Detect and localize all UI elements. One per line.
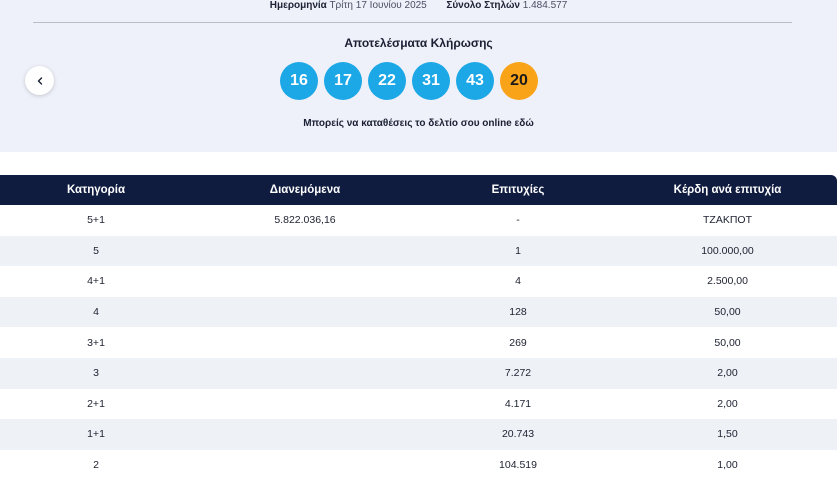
cell-category: 3+1 [87, 336, 105, 349]
cell-prize: 1,50 [717, 428, 738, 441]
table-row: 2 104.519 1,00 [0, 449, 837, 480]
columns-value: 1.484.577 [522, 0, 568, 11]
cell-winners: 1 [515, 244, 521, 257]
cell-prize: 50,00 [714, 306, 741, 319]
table-row: 4 128 50,00 [0, 296, 837, 328]
winning-numbers: 16 17 22 31 43 20 [280, 62, 538, 100]
online-ticket-link[interactable]: Μπορείς να καταθέσεις το δελτίο σου onli… [303, 118, 534, 129]
cell-prize: 100.000,00 [701, 244, 754, 257]
cell-category: 5 [93, 244, 99, 257]
header-distributed: Διανεμόμενα [269, 184, 341, 196]
draw-meta: Ημερομηνία Τρίτη 17 Ιουνίου 2025 Σύνολο … [0, 0, 837, 12]
cell-winners: 4.171 [504, 397, 532, 410]
header-category: Κατηγορία [66, 184, 126, 196]
columns-label: Σύνολο Στηλών [446, 0, 520, 11]
table-row: 3+1 269 50,00 [0, 327, 837, 358]
number-ball: 16 [280, 62, 318, 100]
cell-winners: 20.743 [501, 428, 535, 441]
bonus-ball: 20 [500, 62, 538, 100]
cell-prize: 2,00 [717, 367, 738, 380]
draw-results-panel: Ημερομηνία Τρίτη 17 Ιουνίου 2025 Σύνολο … [0, 0, 837, 152]
header-prize: Κέρδη ανά επιτυχία [673, 184, 782, 196]
cell-winners: - [516, 214, 520, 227]
cell-winners: 104.519 [499, 459, 537, 472]
cell-prize: ΤΖΑΚΠΟΤ [703, 214, 752, 227]
table-row: 1+1 20.743 1,50 [0, 419, 837, 450]
cell-category: 2 [93, 459, 99, 472]
date-value: Τρίτη 17 Ιουνίου 2025 [329, 0, 427, 11]
table-row: 2+1 4.171 2,00 [0, 388, 837, 420]
number-ball: 43 [456, 62, 494, 100]
cell-category: 2+1 [87, 397, 105, 410]
table-body: 5+1 5.822.036,16 - ΤΖΑΚΠΟΤ 5 1 100.000,00 4+1 4 2… [0, 205, 837, 480]
previous-draw-button[interactable] [25, 66, 54, 95]
cell-category: 5+1 [87, 214, 105, 227]
cell-prize: 2.500,00 [707, 275, 748, 288]
cell-prize: 50,00 [714, 336, 741, 349]
cell-winners: 7.272 [504, 367, 532, 380]
table-row: 5+1 5.822.036,16 - ΤΖΑΚΠΟΤ [0, 205, 837, 236]
cell-prize: 1,00 [717, 459, 738, 472]
table-header: Κατηγορία Διανεμόμενα Επιτυχίες Κέρδη αν… [0, 175, 837, 205]
cell-category: 3 [93, 367, 99, 380]
number-ball: 31 [412, 62, 450, 100]
cell-winners: 269 [509, 336, 527, 349]
results-title: Αποτελέσματα Κλήρωσης [344, 36, 493, 50]
table-row: 3 7.272 2,00 [0, 357, 837, 389]
number-ball: 22 [368, 62, 406, 100]
header-winners: Επιτυχίες [491, 184, 545, 196]
cell-prize: 2,00 [717, 397, 738, 410]
prize-table: Κατηγορία Διανεμόμενα Επιτυχίες Κέρδη αν… [0, 175, 837, 480]
cell-winners: 4 [515, 275, 521, 288]
cell-distributed: 5.822.036,16 [274, 214, 336, 227]
cell-winners: 128 [509, 306, 527, 319]
chevron-left-icon [37, 76, 42, 85]
table-row: 5 1 100.000,00 [0, 235, 837, 267]
date-label: Ημερομηνία [269, 0, 327, 11]
cell-category: 4+1 [87, 275, 105, 288]
number-ball: 17 [324, 62, 362, 100]
table-row: 4+1 4 2.500,00 [0, 266, 837, 297]
cell-category: 4 [93, 306, 99, 319]
divider [33, 22, 792, 23]
cell-category: 1+1 [87, 428, 105, 441]
